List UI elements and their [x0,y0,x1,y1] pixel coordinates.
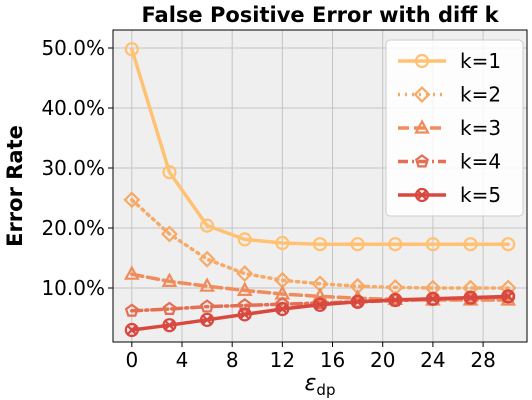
y-tick-label: 50.0% [41,36,105,60]
legend-marker [414,119,430,134]
chart-title: False Positive Error with diff k [141,3,499,27]
x-tick-label: 12 [270,348,295,372]
legend-box [385,39,524,217]
legend-marker [414,53,430,69]
y-tick-label: 40.0% [41,96,105,120]
legend-item: k=4 [398,150,501,174]
x-tick-label: 0 [125,348,138,372]
legend-marker [414,187,430,203]
data-point [312,237,328,252]
x-tick-label: 24 [420,348,445,372]
x-tick-label: 8 [226,348,239,372]
y-tick-label: 30.0% [41,156,105,180]
data-point [463,290,478,305]
series-k=5 [124,289,516,338]
data-point [124,42,139,57]
series-layer [123,42,517,338]
data-point [350,237,365,252]
legend-item: k=3 [398,116,501,140]
data-point [200,299,215,313]
legend-label: k=4 [460,150,501,174]
data-point [162,301,177,315]
legend-label: k=2 [460,83,501,107]
data-point [275,301,290,317]
x-axis-label-subscript: dp [316,381,335,399]
data-point [124,322,139,338]
x-tick-label: 28 [470,348,495,372]
data-point [463,237,478,252]
data-point [236,281,253,296]
x-axis-label-symbol: ε [305,371,317,396]
y-axis-label: Error Rate [3,125,27,247]
legend-label: k=1 [460,49,501,73]
x-tick-label: 16 [320,348,345,372]
data-point [350,294,365,309]
legend-item: k=2 [398,83,501,107]
data-point [237,298,252,312]
legend-label: k=3 [460,116,501,140]
legend-item: k=1 [398,49,501,73]
x-axis: 0 4 8 12 16 20 24 28 [125,342,496,372]
y-tick-label: 20.0% [41,216,105,240]
legend-marker [413,86,431,103]
series-line [130,198,510,290]
data-point [237,307,252,322]
x-tick-label: 20 [370,348,395,372]
y-tick-label: 10.0% [41,276,105,300]
data-point [123,265,140,280]
data-point [425,237,441,252]
data-point [425,291,441,306]
legend-label: k=5 [460,183,501,207]
series-k=1 [124,42,516,252]
data-point [160,225,178,243]
legend-marker [415,154,429,168]
data-point [275,235,290,251]
data-point [312,297,328,312]
data-point [162,318,177,333]
data-point [388,292,403,308]
data-point [161,272,178,287]
x-axis-label: εdp [305,371,336,399]
legend-item: k=5 [398,183,501,207]
data-point [199,277,215,292]
data-point [124,303,139,317]
data-point [236,265,254,283]
x-tick-label: 4 [176,348,189,372]
data-point [237,232,252,247]
data-point [501,237,516,252]
data-point [388,237,403,252]
plot-frame [112,29,528,343]
data-point [312,287,328,302]
data-point [199,312,215,327]
data-point [198,250,216,268]
data-point [123,191,141,209]
series-line [130,47,510,246]
data-point [162,165,177,180]
data-point [501,289,516,304]
legend: k=1 k=2 k=3 k=4 k=5 [385,39,524,217]
y-axis: 10.0% 20.0% 30.0% 40.0% 50.0% [41,36,113,300]
data-point [199,218,215,233]
